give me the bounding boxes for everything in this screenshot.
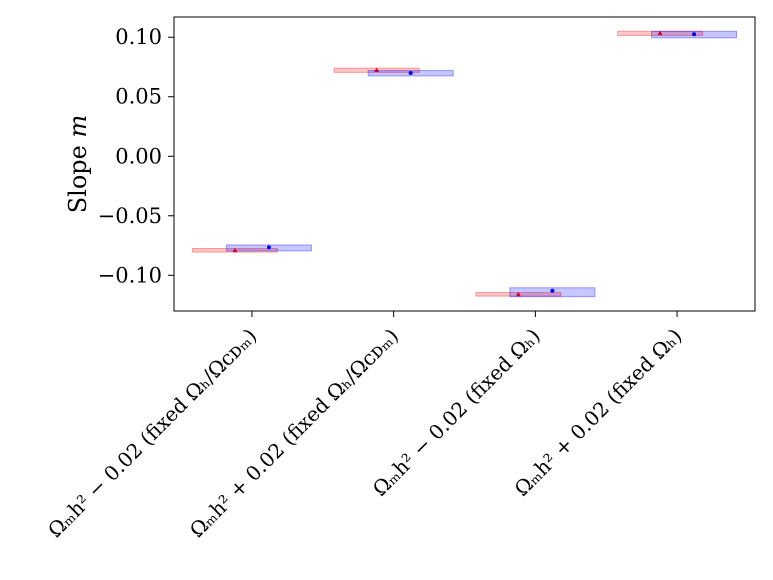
- y-axis-label: Slope m: [64, 115, 92, 214]
- data-point-triangle: [657, 30, 663, 36]
- data-point-triangle: [374, 67, 380, 72]
- data-point-circle: [550, 288, 555, 293]
- plot-frame: [173, 16, 756, 312]
- y-tick-label: 0.05: [115, 85, 162, 109]
- x-tick-label: Ωₘh² + 0.02 (fixed Ωₕ): [509, 324, 686, 501]
- data-point-triangle: [232, 247, 238, 253]
- data-point-circle: [692, 32, 697, 37]
- data-point-circle: [408, 70, 413, 75]
- y-axis: 0.10 0.05 0.00 −0.05 −0.10: [98, 25, 174, 287]
- chart-marks: [191, 30, 738, 298]
- y-tick-label: 0.00: [115, 144, 162, 168]
- y-tick-label: −0.05: [98, 204, 162, 228]
- y-tick-label: −0.10: [98, 263, 162, 287]
- y-tick-label: 0.10: [115, 25, 162, 49]
- data-point-triangle: [515, 291, 521, 297]
- x-axis: Ωₘh² − 0.02 (fixed Ωₕ/Ωᴄᴅₘ)Ωₘh² + 0.02 (…: [43, 311, 687, 542]
- data-point-circle: [266, 245, 271, 250]
